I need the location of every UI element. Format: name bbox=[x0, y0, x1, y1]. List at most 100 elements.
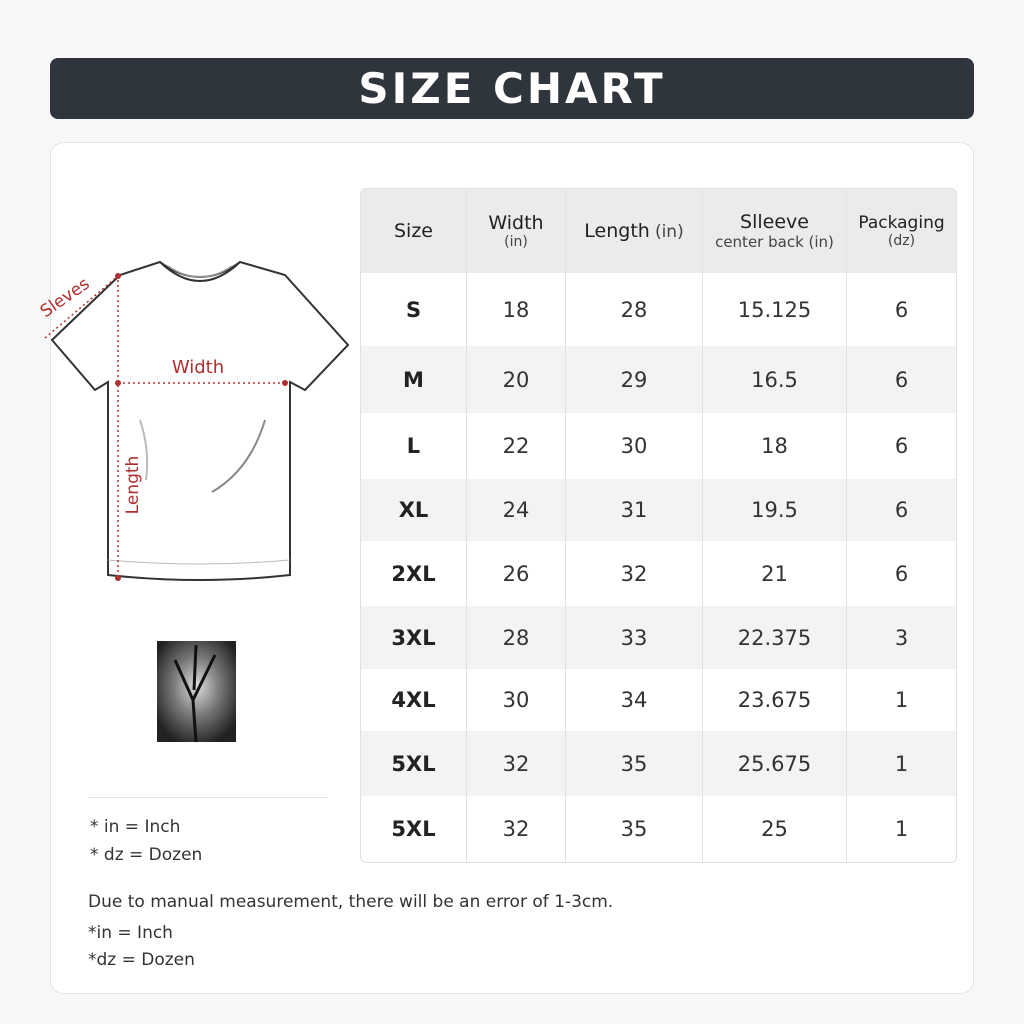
cell-value: 1 bbox=[894, 751, 909, 776]
table-cell: 19.5 bbox=[703, 479, 847, 541]
cell-value: 25.675 bbox=[737, 751, 812, 776]
shirt bbox=[50, 260, 350, 581]
table-cell: XL bbox=[361, 479, 467, 541]
cell-value: 25 bbox=[761, 817, 788, 841]
table-row: XL 24 31 19.5 6 bbox=[361, 479, 956, 541]
table-cell: 5XL bbox=[361, 796, 467, 862]
collar-inner bbox=[167, 265, 233, 278]
cell-value: 6 bbox=[894, 498, 909, 522]
cell-value: 21 bbox=[761, 561, 788, 586]
table-cell: 18 bbox=[467, 273, 566, 346]
table-cell: 30 bbox=[566, 413, 703, 479]
width-label: Width bbox=[172, 357, 224, 378]
table-cell: 22.375 bbox=[703, 606, 847, 669]
fold bbox=[139, 419, 149, 481]
table-cell: 5XL bbox=[361, 731, 467, 796]
cell-value: 35 bbox=[620, 751, 648, 776]
shirt-diagram: Sleves Width Length bbox=[37, 260, 350, 743]
cell-value: 35 bbox=[620, 817, 648, 841]
cell-value: 6 bbox=[894, 561, 909, 586]
column-name: Length bbox=[584, 220, 650, 242]
table-row: L 22 30 18 6 bbox=[361, 413, 956, 479]
marker bbox=[115, 380, 121, 386]
table-cell: 1 bbox=[847, 796, 956, 862]
table-cell: 1 bbox=[847, 669, 956, 731]
cell-value: 20 bbox=[502, 367, 530, 392]
cell-value: 32 bbox=[502, 817, 530, 841]
table-cell: 18 bbox=[703, 413, 847, 479]
marker bbox=[282, 380, 288, 386]
table-cell: 33 bbox=[566, 606, 703, 669]
table-cell: 3 bbox=[847, 606, 956, 669]
cell-value: 24 bbox=[502, 498, 530, 522]
table-cell: 2XL bbox=[361, 541, 467, 606]
table-cell: 34 bbox=[566, 669, 703, 731]
table-cell: 25.675 bbox=[703, 731, 847, 796]
table-row: M 20 29 16.5 6 bbox=[361, 346, 956, 413]
table-cell: 25 bbox=[703, 796, 847, 862]
table-cell: 29 bbox=[566, 346, 703, 413]
table-row: 3XL 28 33 22.375 3 bbox=[361, 606, 956, 669]
cell-value: 16.5 bbox=[751, 367, 798, 392]
table-cell: L bbox=[361, 413, 467, 479]
table-cell: 1 bbox=[847, 731, 956, 796]
header-cell: Slleeve center back (in) bbox=[703, 189, 847, 273]
title-bar: SIZE CHART bbox=[50, 58, 974, 119]
table-cell: 32 bbox=[467, 796, 566, 862]
table-row: 2XL 26 32 21 6 bbox=[361, 541, 956, 606]
cell-value: 23.675 bbox=[737, 688, 812, 712]
table-cell: 35 bbox=[566, 796, 703, 862]
size-label: 4XL bbox=[391, 688, 436, 712]
cell-value: 22 bbox=[502, 434, 530, 458]
size-label: L bbox=[406, 434, 421, 458]
disclaimer: Due to manual measurement, there will be… bbox=[88, 892, 614, 912]
size-label: S bbox=[405, 297, 422, 322]
column-name: Packaging bbox=[858, 213, 945, 233]
sleeve-measure bbox=[44, 275, 119, 339]
fold bbox=[211, 419, 266, 493]
cell-value: 22.375 bbox=[737, 625, 812, 650]
table-cell: 15.125 bbox=[703, 273, 847, 346]
footer-note: *dz = Dozen bbox=[88, 950, 195, 970]
cell-value: 6 bbox=[894, 297, 909, 322]
divider bbox=[88, 797, 328, 798]
size-label: XL bbox=[398, 498, 429, 522]
header-cell: Packaging (dz) bbox=[847, 189, 956, 273]
note: * in = Inch bbox=[90, 817, 181, 837]
table-cell: 3XL bbox=[361, 606, 467, 669]
cell-value: 33 bbox=[620, 625, 648, 650]
size-label: 2XL bbox=[391, 561, 436, 586]
column-name: Slleeve bbox=[740, 211, 809, 233]
cell-value: 28 bbox=[502, 625, 530, 650]
cell-value: 30 bbox=[502, 688, 530, 712]
cell-value: 6 bbox=[894, 367, 909, 392]
cell-value: 18 bbox=[761, 434, 788, 458]
cell-value: 30 bbox=[620, 434, 648, 458]
cell-value: 28 bbox=[620, 297, 648, 322]
thumbnail-tree bbox=[173, 644, 217, 743]
table-cell: 31 bbox=[566, 479, 703, 541]
cell-value: 15.125 bbox=[737, 297, 812, 322]
header-row: Size Width (in) Length (in) Slleeve center ba… bbox=[361, 189, 956, 273]
length-label: Length bbox=[123, 456, 143, 515]
cell-value: 1 bbox=[894, 688, 909, 712]
header-cell: Size bbox=[361, 189, 467, 273]
table-row: 5XL 32 35 25 1 bbox=[361, 796, 956, 862]
table-cell: 6 bbox=[847, 479, 956, 541]
note: * dz = Dozen bbox=[90, 845, 203, 865]
table-cell: 6 bbox=[847, 346, 956, 413]
column-name: Width bbox=[488, 212, 544, 234]
cell-value: 18 bbox=[502, 297, 530, 322]
marker bbox=[115, 273, 121, 279]
cell-value: 19.5 bbox=[751, 498, 798, 522]
table-cell: 24 bbox=[467, 479, 566, 541]
table-cell: 6 bbox=[847, 273, 956, 346]
table-row: 4XL 30 34 23.675 1 bbox=[361, 669, 956, 731]
hem bbox=[107, 559, 291, 565]
cell-value: 32 bbox=[502, 751, 530, 776]
collar bbox=[159, 261, 241, 282]
header-line: Length (in) bbox=[584, 220, 683, 242]
column-unit: (in) bbox=[654, 222, 684, 242]
cell-value: 32 bbox=[620, 561, 648, 586]
